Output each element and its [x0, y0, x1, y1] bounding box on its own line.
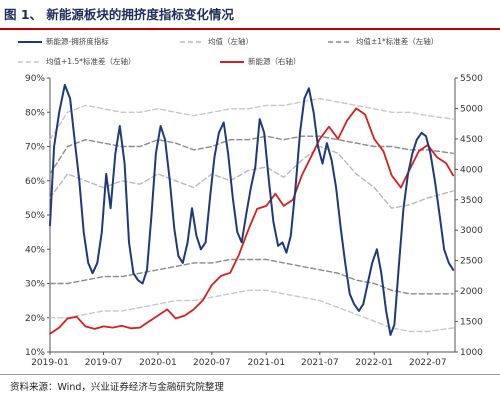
figure-title-text: 新能源板块的拥挤度指标变化情况: [46, 7, 234, 22]
series-line-0: [49, 83, 455, 336]
legend-label-one-std: 均值±1*标准差（左轴）: [356, 37, 439, 46]
figure-title: 图 1、 新能源板块的拥挤度指标变化情况: [4, 4, 496, 26]
legend-label-crowding: 新能源-拥挤度指标: [46, 37, 109, 46]
chart-axes: [47, 77, 458, 355]
series-line-6: [49, 107, 455, 335]
source-divider: [0, 374, 500, 375]
y-right-tick-label: 2500: [460, 257, 483, 267]
y-left-tick-label: 90%: [25, 74, 45, 84]
y-left-tick-label: 40%: [25, 245, 45, 255]
y-left-tick-label: 60%: [25, 177, 45, 187]
x-tick-label: 2021-07: [301, 358, 339, 368]
x-tick-label: 2021-01: [247, 358, 285, 368]
title-divider: [0, 28, 500, 30]
series-line-4: [49, 97, 454, 141]
legend-item-mean: 均值（左轴）: [180, 36, 253, 47]
series-line-2: [49, 135, 454, 175]
legend-swatch-one-half-std: [18, 60, 42, 63]
y-right-tick-label: 3500: [460, 196, 483, 206]
figure-label: 图 1、: [4, 7, 43, 22]
y-right-tick-label: 2000: [460, 287, 483, 297]
y-right-tick-label: 5000: [460, 104, 483, 114]
y-right-tick-label: 4500: [460, 135, 483, 145]
x-tick-label: 2020-07: [193, 358, 231, 368]
legend-swatch-mean: [180, 40, 204, 43]
y-left-tick-label: 10%: [25, 348, 45, 358]
series-line-5: [49, 289, 454, 333]
y-right-tick-label: 3000: [460, 226, 483, 236]
legend-label-one-half-std: 均值+1.5*标准差（左轴）: [46, 57, 136, 66]
x-tick-label: 2022-07: [409, 358, 447, 368]
y-left-tick-label: 70%: [25, 143, 45, 153]
x-tick-label: 2019-07: [85, 358, 123, 368]
legend-item-one-std: 均值±1*标准差（左轴）: [328, 36, 438, 47]
y-right-tick-label: 1500: [460, 318, 483, 328]
legend-swatch-crowding: [18, 40, 42, 43]
legend-label-mean: 均值（左轴）: [208, 37, 253, 46]
legend-item-one-half-std: 均值+1.5*标准差（左轴）: [18, 56, 135, 67]
chart-tick-labels: 10% 20% 30% 40% 50% 60% 70% 80% 90% 1000 1500 2000 2…: [25, 74, 483, 368]
x-tick-label: 2022-01: [355, 358, 393, 368]
y-left-tick-label: 20%: [25, 314, 45, 324]
legend-item-crowding: 新能源-拥挤度指标: [18, 36, 109, 47]
legend-swatch-index: [220, 60, 244, 63]
legend-item-index: 新能源（右轴）: [220, 56, 301, 67]
x-tick-label: 2020-01: [139, 358, 177, 368]
chart-series: [49, 83, 455, 336]
series-line-1: [49, 145, 454, 209]
y-right-tick-label: 5500: [460, 74, 483, 84]
crowding-line-chart: 10% 20% 30% 40% 50% 60% 70% 80% 90% 1000 1500 2000 2…: [25, 74, 483, 368]
y-left-tick-label: 50%: [25, 211, 45, 221]
source-note: 资料来源：Wind，兴业证券经济与金融研究院整理: [10, 382, 224, 393]
series-line-3: [49, 258, 454, 295]
y-left-tick-label: 80%: [25, 108, 45, 118]
y-right-tick-label: 1000: [460, 348, 483, 358]
legend-swatch-one-std: [328, 40, 352, 43]
y-left-tick-label: 30%: [25, 280, 45, 290]
legend-label-index: 新能源（右轴）: [248, 57, 301, 66]
chart-legend: 新能源-拥挤度指标 均值（左轴） 均值±1*标准差（左轴） 均值+1.5*标准差…: [0, 32, 500, 74]
y-right-tick-label: 4000: [460, 165, 483, 175]
x-tick-label: 2019-01: [31, 358, 69, 368]
